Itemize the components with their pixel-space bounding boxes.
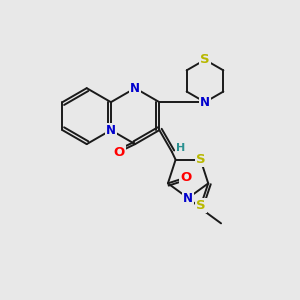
Text: N: N <box>106 124 116 136</box>
Text: S: S <box>196 199 206 212</box>
Text: N: N <box>200 96 210 109</box>
Text: O: O <box>180 171 191 184</box>
Text: S: S <box>200 53 210 66</box>
Text: O: O <box>114 146 125 159</box>
Text: S: S <box>196 153 206 166</box>
Text: N: N <box>130 82 140 95</box>
Text: N: N <box>183 191 193 205</box>
Text: H: H <box>176 143 185 153</box>
